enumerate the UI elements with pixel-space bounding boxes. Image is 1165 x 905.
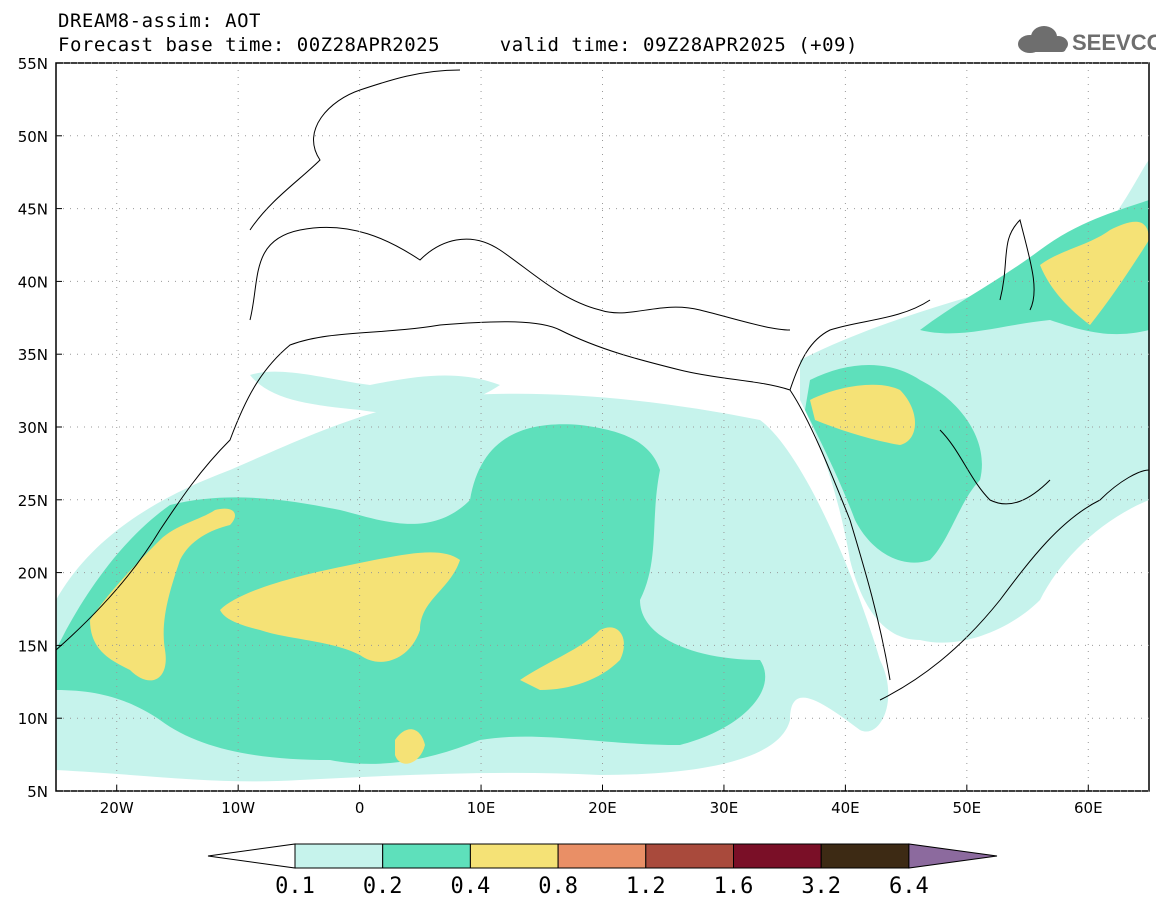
lat-label: 45N [18, 201, 48, 219]
lon-label: 0 [355, 799, 365, 817]
lat-label: 30N [18, 419, 48, 437]
seevccc-logo: SEEVCCC [1018, 26, 1156, 55]
longitude-labels: 20W 10W 0 10E 20E 30E 40E 50E 60E [100, 799, 1103, 817]
colorbar-label: 0.8 [538, 874, 578, 899]
colorbar-right-arrow [908, 843, 998, 869]
lat-label: 5N [27, 783, 48, 801]
colorbar-label: 0.2 [363, 874, 403, 899]
lon-label: 40E [831, 799, 860, 817]
colorbar-segment [294, 843, 384, 869]
latitude-labels: 55N 50N 45N 40N 35N 30N 25N 20N 15N 10N 5N [18, 55, 48, 801]
colorbar-segment [557, 843, 647, 869]
lat-label: 35N [18, 346, 48, 364]
lon-label: 20E [588, 799, 617, 817]
colorbar-label: 0.4 [451, 874, 491, 899]
lat-label: 50N [18, 128, 48, 146]
logo-text: SEEVCCC [1072, 30, 1156, 55]
lon-label: 30E [710, 799, 739, 817]
colorbar-segment [820, 843, 910, 869]
graticule [56, 62, 1149, 792]
colorbar-segment [733, 843, 822, 869]
aot-field-0.4-0.8 [90, 221, 1149, 764]
lon-label: 50E [953, 799, 982, 817]
valid-time: valid time: 09Z28APR2025 (+09) [499, 34, 858, 56]
coastlines [55, 69, 1150, 701]
lon-label: 60E [1074, 799, 1103, 817]
lat-label: 10N [18, 710, 48, 728]
cloud-icon [1018, 26, 1068, 53]
lat-label: 40N [18, 273, 48, 291]
colorbar-left-arrow [207, 843, 296, 869]
base-time: Forecast base time: 00Z28APR2025 [58, 34, 441, 56]
lat-label: 20N [18, 565, 48, 583]
lon-label: 20W [100, 799, 134, 817]
lat-label: 55N [18, 55, 48, 73]
map-subtitle: Forecast base time: 00Z28APR2025 valid t… [58, 34, 858, 56]
lat-label: 15N [18, 637, 48, 655]
colorbar-segment [382, 843, 471, 869]
colorbar-label: 3.2 [801, 874, 841, 899]
colorbar-segment [469, 843, 559, 869]
colorbar-label: 1.6 [714, 874, 754, 899]
colorbar-label: 6.4 [889, 874, 929, 899]
lat-label: 25N [18, 492, 48, 510]
lon-label: 10E [467, 799, 496, 817]
lon-label: 10W [221, 799, 255, 817]
colorbar-label: 0.1 [275, 874, 315, 899]
colorbar-label: 1.2 [626, 874, 666, 899]
map-title: DREAM8-assim: AOT [58, 10, 261, 32]
colorbar-segment [645, 843, 734, 869]
colorbar: 0.1 0.2 0.4 0.8 1.2 1.6 3.2 6.4 [207, 843, 998, 899]
